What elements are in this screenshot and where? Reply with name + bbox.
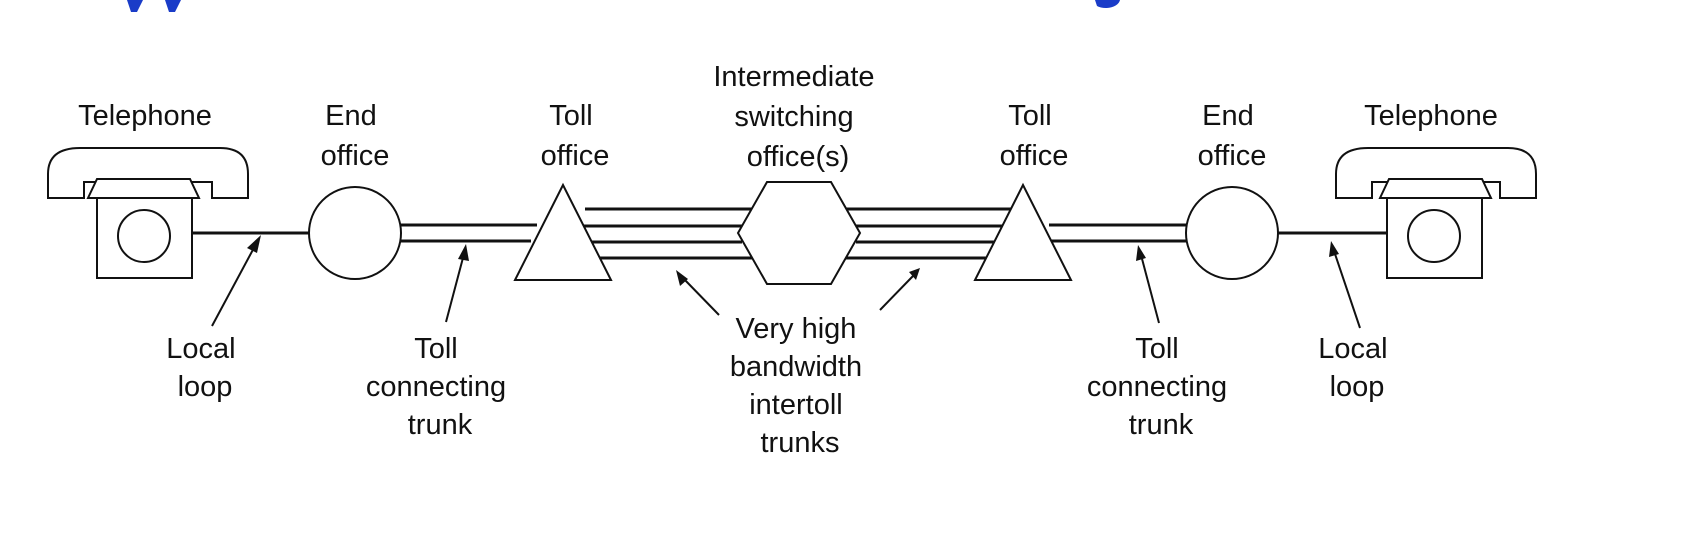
toll-office-right-label: Toll office [1000, 100, 1069, 172]
telephone-right-label: Telephone [1364, 100, 1498, 132]
cropped-title-fragments [127, 0, 1120, 12]
toll-connecting-trunk-left-label: Toll connecting trunk [366, 333, 514, 441]
toll-office-left-icon [513, 182, 613, 281]
intermediate-switching-office-icon [736, 181, 862, 285]
toll-connecting-trunk-right-lines [1049, 223, 1187, 243]
arrow-intertoll-right [879, 268, 920, 311]
end-office-left-label: End office [321, 100, 390, 172]
local-loop-right-label: Local loop [1318, 333, 1395, 403]
telephone-left-icon [47, 147, 249, 279]
end-office-right-icon [1185, 186, 1279, 280]
toll-office-right-icon [973, 182, 1073, 281]
intermediate-switching-office-label: Intermediate switching office(s) [713, 61, 882, 173]
telephone-left-label: Telephone [78, 100, 212, 132]
arrow-toll-trunk-right [1136, 245, 1160, 324]
toll-office-left-label: Toll office [541, 100, 610, 172]
arrow-toll-trunk-left [445, 244, 469, 323]
end-office-left-icon [308, 186, 402, 280]
arrow-intertoll-left [676, 270, 720, 316]
arrow-local-loop-right [1329, 241, 1361, 329]
arrow-local-loop-left [211, 235, 261, 327]
toll-connecting-trunk-left-lines [400, 223, 537, 243]
intertoll-trunks-label: Very high bandwidth intertoll trunks [730, 313, 870, 459]
telephone-right-icon [1335, 147, 1537, 279]
toll-connecting-trunk-right-label: Toll connecting trunk [1087, 333, 1235, 441]
end-office-right-label: End office [1198, 100, 1267, 172]
intertoll-trunk-left-lines [575, 207, 752, 260]
local-loop-left-label: Local loop [166, 333, 243, 403]
